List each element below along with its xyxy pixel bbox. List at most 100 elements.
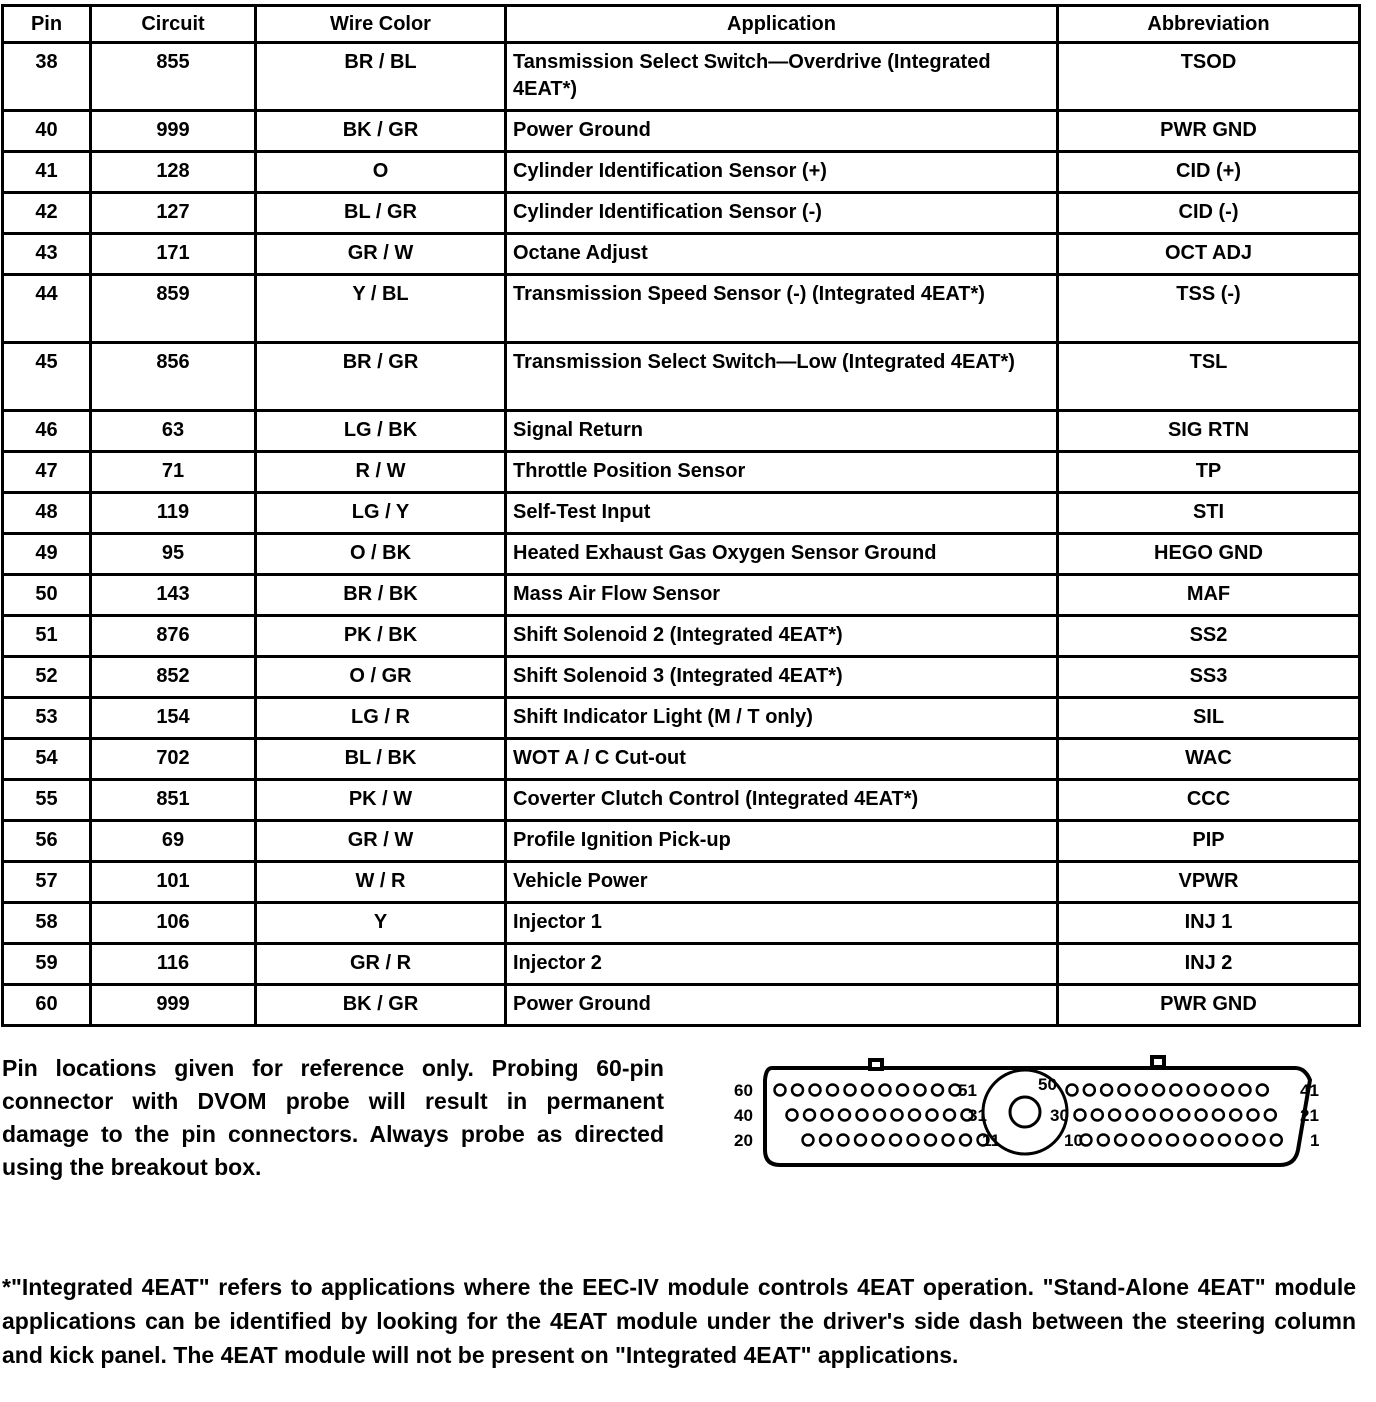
cell-wire-color: W / R [254,860,507,904]
cell-abbreviation: SS2 [1056,614,1361,658]
table-row: 42 127 BL / GR Cylinder Identification Sens… [1,191,1361,235]
cell-circuit: 116 [89,942,257,986]
pin-hole [958,1133,973,1147]
pin-hole [1255,1083,1270,1097]
cell-wire-color: R / W [254,450,507,494]
label-40: 40 [734,1106,753,1125]
cell-pin: 44 [1,273,92,344]
cell-wire-color: PK / W [254,778,507,822]
pin-hole [923,1133,938,1147]
connector-pins [773,1083,1284,1147]
table-row: 58 106 Y Injector 1 INJ 1 [1,901,1361,945]
cell-circuit: 69 [89,819,257,863]
cell-wire-color: GR / W [254,232,507,276]
cell-abbreviation: INJ 1 [1056,901,1361,945]
cell-application: Mass Air Flow Sensor [504,573,1059,617]
cell-pin: 41 [1,150,92,194]
cell-wire-color: BL / GR [254,191,507,235]
cell-abbreviation: TSS (-) [1056,273,1361,344]
pin-hole [1252,1133,1266,1147]
pin-hole [1246,1108,1260,1122]
cell-wire-color: GR / R [254,942,507,986]
cell-application: Signal Return [504,409,1059,453]
label-10: 10 [1064,1131,1083,1150]
table-row: 57 101 W / R Vehicle Power VPWR [1,860,1361,904]
cell-abbreviation: VPWR [1056,860,1361,904]
pin-hole [941,1133,955,1147]
cell-wire-color: LG / BK [254,409,507,453]
cell-pin: 42 [1,191,92,235]
cell-application: Transmission Speed Sensor (-) (Integrate… [504,273,1059,344]
pin-hole [860,1083,875,1097]
cell-application: Octane Adjust [504,232,1059,276]
table-row: 51 876 PK / BK Shift Solenoid 2 (Integrated… [1,614,1361,658]
cell-circuit: 999 [89,109,257,153]
pin-hole [1194,1108,1208,1122]
pin-hole [1065,1083,1079,1097]
pin-hole [836,1133,850,1147]
table-row: 59 116 GR / R Injector 2 INJ 2 [1,942,1361,986]
cell-wire-color: Y [254,901,507,945]
cell-pin: 57 [1,860,92,904]
cell-application: Injector 1 [504,901,1059,945]
header-row: Pin Circuit Wire Color Application Abbre… [1,4,1361,44]
pin-hole [1269,1133,1284,1147]
connector-diagram: 60 51 50 41 40 31 30 21 20 11 10 1 [734,1055,1319,1167]
label-31: 31 [968,1106,987,1125]
pin-hole [1217,1133,1232,1147]
pin-hole [1082,1083,1097,1097]
table-row: 55 851 PK / W Coverter Clutch Control (Inte… [1,778,1361,822]
cell-abbreviation: INJ 2 [1056,942,1361,986]
pin-hole [1159,1108,1174,1122]
pin-hole [1090,1108,1105,1122]
label-51: 51 [958,1081,977,1100]
table-row: 53 154 LG / R Shift Indicator Light (M / T … [1,696,1361,740]
cell-circuit: 128 [89,150,257,194]
cell-circuit: 63 [89,409,257,453]
pin-hole [872,1108,887,1122]
cell-abbreviation: SIL [1056,696,1361,740]
table-row: 38 855 BR / BL Tansmission Select Switch—Ov… [1,41,1361,112]
cell-application: Cylinder Identification Sensor (-) [504,191,1059,235]
pin-location-note: Pin locations given for reference only. … [2,1055,664,1180]
cell-abbreviation: WAC [1056,737,1361,781]
pin-hole [913,1083,927,1097]
cell-application: Throttle Position Sensor [504,450,1059,494]
pin-hole [890,1108,904,1122]
pin-hole [1107,1108,1122,1122]
pin-hole [855,1108,869,1122]
footnote: *"Integrated 4EAT" refers to application… [2,1274,1356,1368]
table-row: 60 999 BK / GR Power Ground PWR GND [1,983,1361,1027]
pin-hole [1131,1133,1145,1147]
cell-circuit: 702 [89,737,257,781]
pin-hole [1079,1133,1093,1147]
pin-hole [925,1108,939,1122]
pin-hole [1200,1133,1214,1147]
table-row: 47 71 R / W Throttle Position Sensor TP [1,450,1361,494]
cell-application: Tansmission Select Switch—Overdrive (Int… [504,41,1059,112]
cell-pin: 52 [1,655,92,699]
cell-abbreviation: MAF [1056,573,1361,617]
cell-circuit: 856 [89,341,257,412]
label-41: 41 [1300,1081,1319,1100]
pin-hole [801,1133,815,1147]
cell-wire-color: BR / BK [254,573,507,617]
pin-hole [1234,1133,1249,1147]
cell-application: Power Ground [504,983,1059,1027]
cell-wire-color: BK / GR [254,109,507,153]
cell-pin: 58 [1,901,92,945]
cell-application: Self-Test Input [504,491,1059,535]
cell-wire-color: O [254,150,507,194]
table-row: 41 128 O Cylinder Identification Sensor (+)… [1,150,1361,194]
pin-hole [1169,1083,1183,1097]
header-application: Application [504,4,1059,44]
pin-hole [942,1108,957,1122]
pin-hole [1263,1108,1278,1122]
pin-hole [843,1083,857,1097]
pin-hole [853,1133,868,1147]
label-20: 20 [734,1131,753,1150]
cell-wire-color: Y / BL [254,273,507,344]
pin-hole [773,1083,787,1097]
pin-hole [818,1133,833,1147]
cell-wire-color: O / BK [254,532,507,576]
